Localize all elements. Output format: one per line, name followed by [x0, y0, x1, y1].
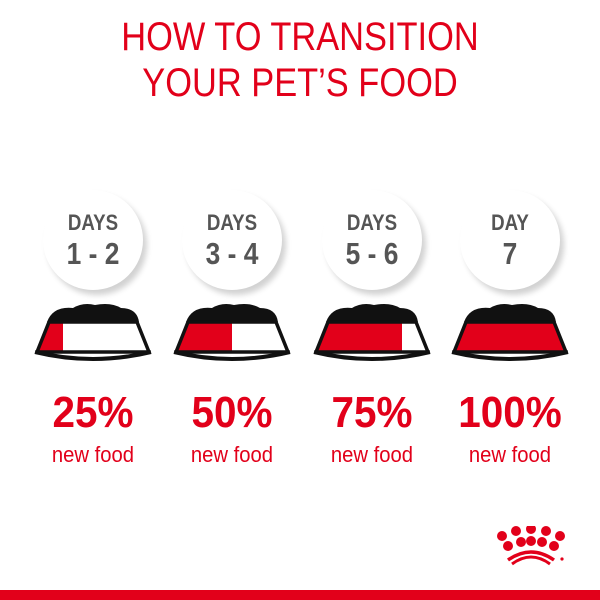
day-badge — [322, 190, 422, 290]
new-food-fill — [316, 322, 402, 352]
days-label: DAY — [491, 210, 529, 235]
days-range: 5 - 6 — [345, 236, 399, 271]
percent-label: 50% — [191, 388, 273, 437]
day-badge — [43, 190, 143, 290]
day-badge — [182, 190, 282, 290]
page-title: HOW TO TRANSITION YOUR PET’S FOOD — [42, 14, 558, 106]
days-label: DAYS — [346, 210, 398, 235]
title-line-2: YOUR PET’S FOOD — [142, 61, 458, 105]
caption-label: new food — [190, 442, 274, 467]
percent-label: 75% — [331, 388, 413, 437]
percent-label: 100% — [458, 388, 562, 437]
days-range: 1 - 2 — [66, 236, 120, 271]
days-label: DAYS — [67, 210, 119, 235]
title-line-1: HOW TO TRANSITION — [121, 15, 479, 59]
food-bowl-icon — [313, 304, 431, 361]
new-food-fill — [454, 322, 566, 352]
day-badge — [460, 190, 560, 290]
royal-canin-crown-logo-icon — [492, 524, 572, 571]
food-pile — [464, 304, 556, 322]
food-pile — [186, 304, 278, 322]
caption-label: new food — [468, 442, 552, 467]
days-range: 3 - 4 — [205, 236, 259, 271]
food-bowl-icon — [34, 304, 152, 361]
caption-label: new food — [51, 442, 135, 467]
days-label: DAYS — [206, 210, 258, 235]
food-pile — [326, 304, 418, 322]
percent-label: 25% — [52, 388, 134, 437]
caption-label: new food — [330, 442, 414, 467]
food-bowl-icon — [173, 304, 291, 361]
food-pile — [47, 304, 139, 322]
days-range: 7 — [502, 236, 518, 271]
food-bowl-icon — [451, 304, 569, 361]
bottom-brand-bar — [0, 590, 600, 600]
